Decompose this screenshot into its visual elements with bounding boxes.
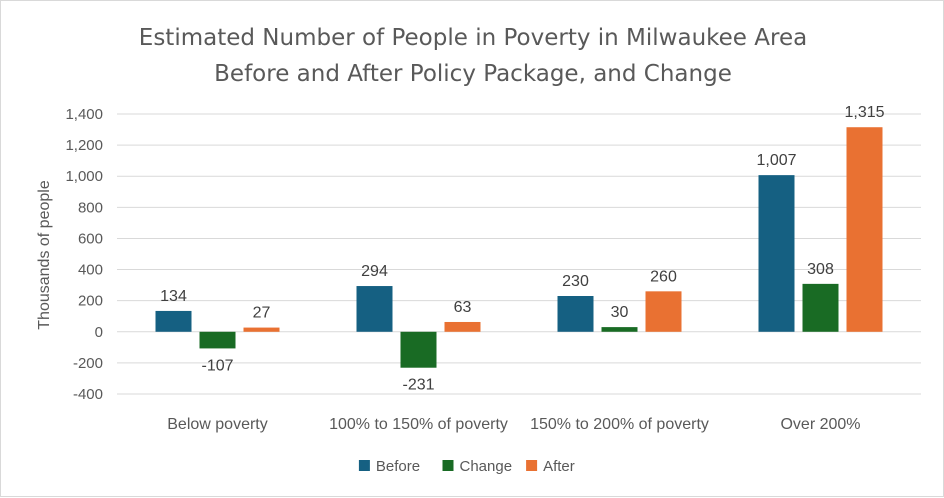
bar-before-2 — [356, 286, 393, 332]
legend-label: Before — [376, 458, 420, 475]
gridlines — [117, 113, 921, 395]
bar-change-3 — [601, 327, 638, 332]
y-tick-label: -400 — [73, 386, 103, 403]
bar-before-1 — [155, 310, 192, 332]
chart-title: Estimated Number of People in Poverty in… — [139, 25, 807, 51]
x-category-label: 150% to 200% of poverty — [530, 416, 709, 433]
bar-change-2 — [400, 331, 437, 368]
data-label: 260 — [650, 268, 677, 285]
bar-after-1 — [243, 327, 280, 332]
bar-before-4 — [758, 175, 795, 332]
bar-after-4 — [846, 127, 883, 332]
y-tick-label: 1,200 — [65, 137, 103, 154]
y-axis-ticks: -400 -200 0 200 400 600 800 1,000 1,200 1,400 — [65, 106, 103, 403]
bar-before-3 — [557, 296, 594, 332]
y-tick-label: 1,000 — [65, 168, 103, 185]
bar-change-1 — [199, 331, 236, 349]
legend-swatch — [442, 460, 454, 471]
data-label: 1,315 — [844, 104, 884, 121]
y-tick-label: -200 — [73, 355, 103, 372]
bar-change-4 — [802, 283, 839, 332]
data-label: 63 — [454, 299, 472, 316]
data-label: 27 — [253, 305, 271, 322]
data-label: 230 — [562, 273, 589, 290]
legend-swatch — [358, 460, 370, 471]
y-tick-label: 1,400 — [65, 106, 103, 123]
legend: Before Change After — [358, 458, 575, 475]
data-label: -107 — [201, 357, 233, 374]
data-labels: 134 -107 27 294 -231 63 230 30 260 1,007 308 1,315 — [160, 104, 884, 393]
x-axis-categories: Below poverty 100% to 150% of poverty 150%… — [167, 416, 860, 433]
data-label: 1,007 — [756, 152, 796, 169]
bar-after-2 — [444, 321, 481, 332]
data-label: 308 — [807, 261, 834, 278]
x-category-label: Over 200% — [780, 416, 860, 433]
y-tick-label: 800 — [78, 199, 103, 216]
chart-subtitle: Before and After Policy Package, and Cha… — [214, 61, 732, 87]
y-axis-label: Thousands of people — [36, 180, 53, 330]
x-category-label: 100% to 150% of poverty — [329, 416, 508, 433]
x-category-label: Below poverty — [167, 416, 268, 433]
legend-label: After — [543, 458, 575, 475]
legend-label: Change — [460, 458, 513, 475]
legend-swatch — [526, 460, 538, 471]
y-tick-label: 400 — [78, 262, 103, 279]
y-tick-label: 600 — [78, 230, 103, 247]
data-label: 30 — [611, 304, 629, 321]
y-tick-label: 0 — [95, 324, 103, 341]
data-label: -231 — [402, 377, 434, 394]
data-label: 294 — [361, 263, 388, 280]
data-label: 134 — [160, 288, 187, 305]
bars — [155, 127, 883, 368]
y-tick-label: 200 — [78, 293, 103, 310]
bar-after-3 — [645, 291, 682, 332]
